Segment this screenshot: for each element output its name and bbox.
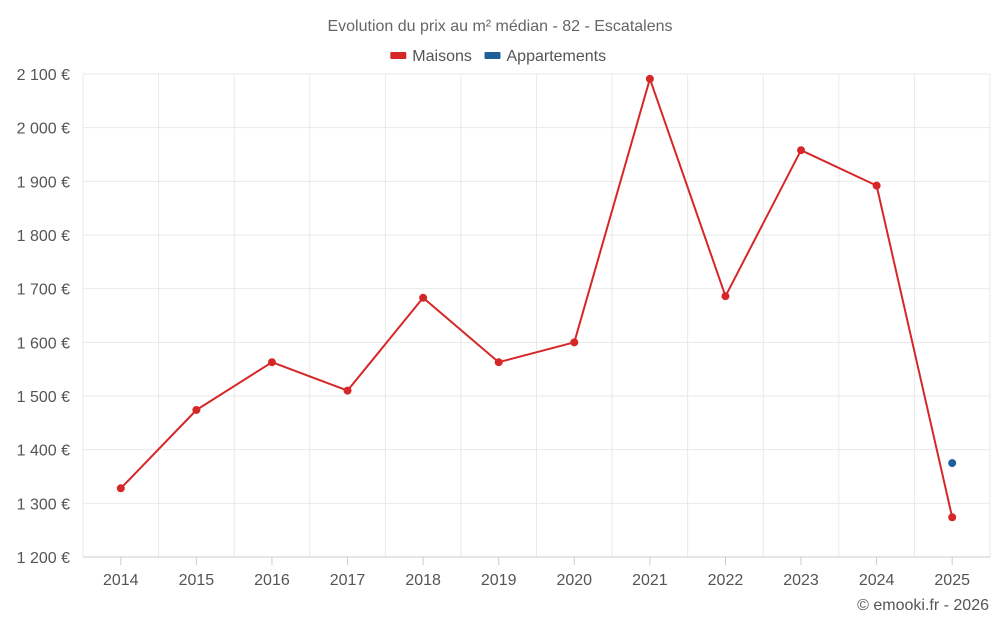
y-tick-label: 2 100 € bbox=[17, 67, 70, 84]
x-tick-label: 2024 bbox=[859, 572, 895, 589]
x-axis: 2014 2015 2016 2017 2018 2019 2020 2021 2022 2023… bbox=[83, 556, 990, 589]
series-appartements bbox=[948, 459, 957, 468]
legend-symbol bbox=[390, 52, 407, 59]
series-layer bbox=[116, 74, 957, 522]
data-point[interactable] bbox=[494, 358, 503, 367]
data-point[interactable] bbox=[872, 181, 881, 190]
y-tick-label: 1 400 € bbox=[17, 443, 70, 460]
chart-title: Evolution du prix au m² médian - 82 - Es… bbox=[327, 18, 672, 35]
data-point[interactable] bbox=[267, 358, 276, 367]
x-tick-label: 2022 bbox=[708, 572, 744, 589]
x-tick-label: 2023 bbox=[783, 572, 819, 589]
x-tick-label: 2020 bbox=[556, 572, 592, 589]
y-tick-label: 1 900 € bbox=[17, 174, 70, 191]
legend-label: Maisons bbox=[412, 48, 472, 65]
x-tick-label: 2021 bbox=[632, 572, 668, 589]
y-tick-label: 2 000 € bbox=[17, 121, 70, 138]
legend-label: Appartements bbox=[507, 48, 607, 65]
x-tick-label: 2014 bbox=[103, 572, 139, 589]
data-point[interactable] bbox=[948, 513, 957, 522]
data-point[interactable] bbox=[116, 484, 125, 493]
x-tick-label: 2018 bbox=[405, 572, 441, 589]
x-tick-label: 2015 bbox=[179, 572, 215, 589]
grid bbox=[82, 73, 991, 558]
y-tick-label: 1 500 € bbox=[17, 389, 70, 406]
legend-item-maisons[interactable]: Maisons bbox=[390, 48, 472, 65]
x-tick-label: 2025 bbox=[934, 572, 970, 589]
legend: Maisons Appartements bbox=[390, 48, 606, 65]
y-tick-label: 1 200 € bbox=[17, 550, 70, 567]
data-point[interactable] bbox=[419, 293, 428, 302]
x-tick-label: 2017 bbox=[330, 572, 366, 589]
data-point[interactable] bbox=[645, 74, 654, 83]
legend-item-appartements[interactable]: Appartements bbox=[484, 48, 607, 65]
y-axis: 1 200 € 1 300 € 1 400 € 1 500 € 1 600 € 1 700… bbox=[17, 67, 70, 567]
y-tick-label: 1 300 € bbox=[17, 496, 70, 513]
series-line bbox=[120, 77, 954, 518]
y-tick-label: 1 700 € bbox=[17, 282, 70, 299]
data-point[interactable] bbox=[721, 292, 730, 301]
x-tick-label: 2016 bbox=[254, 572, 290, 589]
y-tick-label: 1 600 € bbox=[17, 335, 70, 352]
data-point[interactable] bbox=[192, 405, 201, 414]
data-point[interactable] bbox=[797, 146, 806, 155]
legend-symbol bbox=[484, 52, 501, 59]
data-point[interactable] bbox=[570, 338, 579, 347]
y-tick-label: 1 800 € bbox=[17, 228, 70, 245]
data-point[interactable] bbox=[948, 459, 957, 468]
x-tick-label: 2019 bbox=[481, 572, 517, 589]
copyright-credit: © emooki.fr - 2026 bbox=[857, 597, 989, 614]
data-point[interactable] bbox=[343, 386, 352, 395]
series-maisons bbox=[116, 74, 957, 522]
